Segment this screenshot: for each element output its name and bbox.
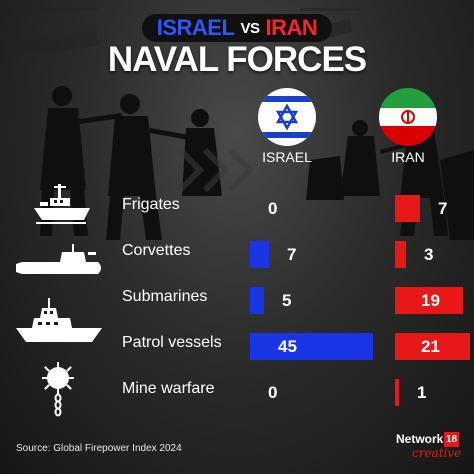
table-row-frigates: Frigates 0 7 (0, 188, 474, 228)
network18-logo: Network 18 creative (396, 432, 462, 464)
logo-number: 18 (444, 432, 459, 447)
source-note: Source: Global Firepower Index 2024 (16, 443, 182, 454)
iran-bar-submarines (395, 287, 463, 314)
logo-sub: creative (412, 446, 462, 460)
israel-flag-icon (258, 88, 316, 146)
header-israel: ISRAEL (156, 15, 235, 40)
israel-value-frigates: 0 (268, 199, 278, 218)
iran-value-frigates: 7 (438, 199, 448, 218)
logo-name: Network (396, 432, 444, 446)
iran-flag-icon (379, 88, 437, 146)
israel-bar-corvettes (250, 241, 269, 268)
submarine-icon (16, 244, 101, 274)
israel-label: ISRAEL (262, 149, 312, 165)
table-row-corvettes: Corvettes 7 3 (0, 234, 474, 274)
row-label-mine-warfare: Mine warfare (122, 380, 215, 397)
naval-mine-icon (42, 362, 74, 417)
patrol-vessel-icon (16, 298, 102, 342)
header-vs: VS (240, 19, 260, 37)
table-row-patrol-vessels: Patrol vessels 45 21 (0, 326, 474, 366)
table-row-mine-warfare: Mine warfare 0 1 (0, 372, 474, 412)
frigate-icon (34, 184, 90, 224)
iran-value-mine-warfare: 1 (417, 383, 427, 402)
israel-bar-submarines (250, 287, 264, 314)
iran-bar-corvettes (395, 241, 406, 268)
iran-bar-mine-warfare (395, 379, 399, 406)
row-label-patrol-vessels: Patrol vessels (122, 334, 222, 351)
israel-value-corvettes: 7 (287, 245, 297, 264)
row-label-corvettes: Corvettes (122, 242, 191, 259)
israel-value-mine-warfare: 0 (268, 383, 278, 402)
header-iran: IRAN (265, 15, 318, 40)
israel-bar-patrol-vessels (250, 333, 373, 360)
iran-value-submarines: 19 (421, 291, 440, 310)
iran-bar-patrol-vessels (395, 333, 470, 360)
row-label-submarines: Submarines (122, 288, 208, 305)
page-title: NAVAL FORCES (107, 40, 367, 79)
table-row-submarines: Submarines 5 19 (0, 280, 474, 320)
israel-value-patrol-vessels: 45 (278, 337, 297, 356)
iran-value-corvettes: 3 (424, 245, 434, 264)
row-label-frigates: Frigates (122, 196, 180, 213)
matchup-header: ISRAEL VS IRAN (142, 14, 332, 42)
iran-label: IRAN (391, 149, 425, 165)
israel-value-submarines: 5 (282, 291, 292, 310)
iran-bar-frigates (395, 195, 420, 222)
iran-value-patrol-vessels: 21 (421, 337, 440, 356)
